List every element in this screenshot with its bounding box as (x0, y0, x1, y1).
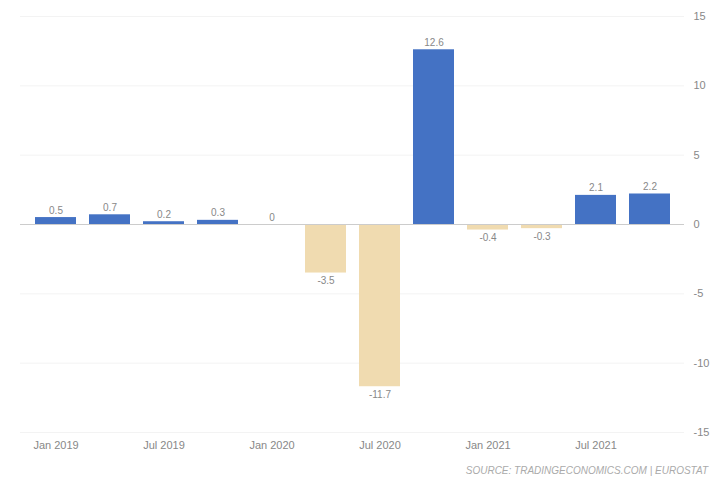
svg-text:Jan 2019: Jan 2019 (33, 439, 78, 451)
svg-text:0.3: 0.3 (211, 207, 225, 218)
svg-text:-10: -10 (694, 357, 710, 369)
svg-text:0.7: 0.7 (103, 202, 117, 213)
svg-text:Jul 2021: Jul 2021 (575, 439, 617, 451)
svg-text:10: 10 (694, 79, 706, 91)
svg-text:0.2: 0.2 (157, 209, 171, 220)
svg-text:Jan 2021: Jan 2021 (465, 439, 510, 451)
svg-text:0.5: 0.5 (49, 205, 63, 216)
svg-text:Jul 2019: Jul 2019 (143, 439, 185, 451)
svg-text:2.1: 2.1 (589, 182, 603, 193)
svg-text:-3.5: -3.5 (317, 275, 335, 286)
svg-text:0: 0 (694, 218, 700, 230)
svg-text:12.6: 12.6 (424, 37, 444, 48)
svg-text:-5: -5 (694, 287, 704, 299)
svg-text:-11.7: -11.7 (369, 389, 391, 400)
html-text:SOURCE: TRADINGECONOMICS.COM |: SOURCE: TRADINGECONOMICS.COM | EUROSTAT (465, 465, 708, 476)
svg-text:0: 0 (269, 212, 275, 223)
svg-text:5: 5 (694, 149, 700, 161)
svg-text:Jul 2020: Jul 2020 (359, 439, 401, 451)
svg-text:2.2: 2.2 (643, 181, 657, 192)
svg-text:-0.3: -0.3 (533, 231, 551, 242)
svg-text:-15: -15 (694, 426, 710, 438)
svg-text:-0.4: -0.4 (479, 232, 497, 243)
svg-text:15: 15 (694, 10, 706, 22)
svg-text:Jan 2020: Jan 2020 (249, 439, 294, 451)
